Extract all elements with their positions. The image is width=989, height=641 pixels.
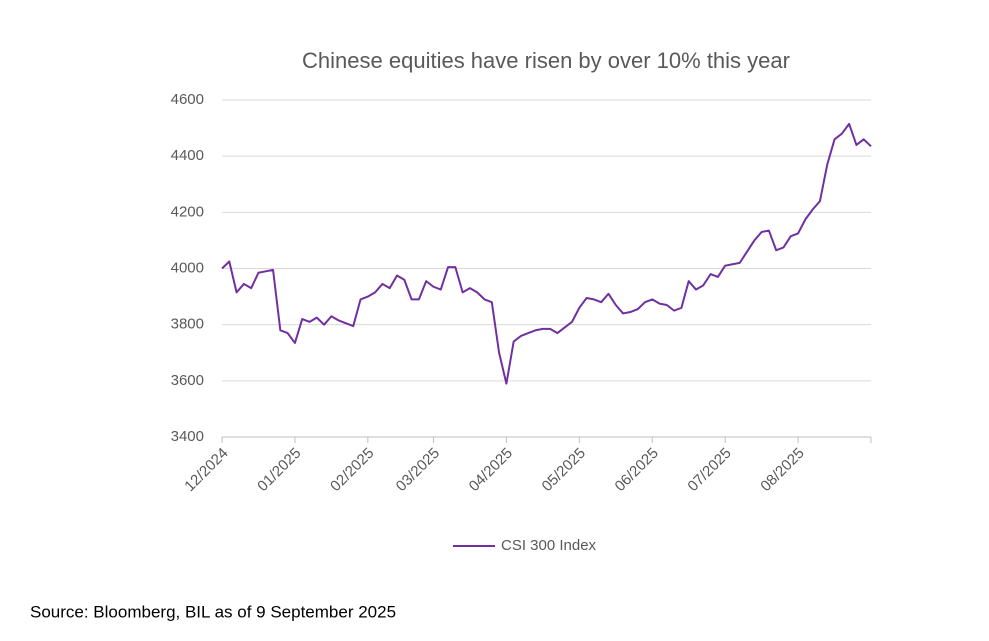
x-tick-label: 01/2025 (254, 445, 304, 495)
y-tick-label: 3800 (171, 316, 204, 333)
y-tick-label: 3400 (171, 428, 204, 445)
x-tick-label: 06/2025 (612, 445, 662, 495)
legend-label: CSI 300 Index (501, 537, 597, 554)
y-tick-label: 4400 (171, 147, 204, 164)
x-tick-label: 12/2024 (181, 445, 231, 495)
y-tick-label: 4200 (171, 203, 204, 220)
source-note: Source: Bloomberg, BIL as of 9 September… (30, 602, 396, 621)
y-tick-label: 4600 (171, 91, 204, 108)
x-tick-label: 03/2025 (393, 445, 443, 495)
x-tick-label: 05/2025 (539, 445, 589, 495)
x-tick-label: 02/2025 (327, 445, 377, 495)
y-tick-label: 3600 (171, 372, 204, 389)
chart-title: Chinese equities have risen by over 10% … (302, 48, 790, 73)
line-series (221, 122, 872, 385)
y-tick-label: 4000 (171, 259, 204, 276)
x-tick-label: 08/2025 (757, 445, 807, 495)
x-tick-label: 07/2025 (684, 445, 734, 495)
x-tick-label: 04/2025 (466, 445, 516, 495)
